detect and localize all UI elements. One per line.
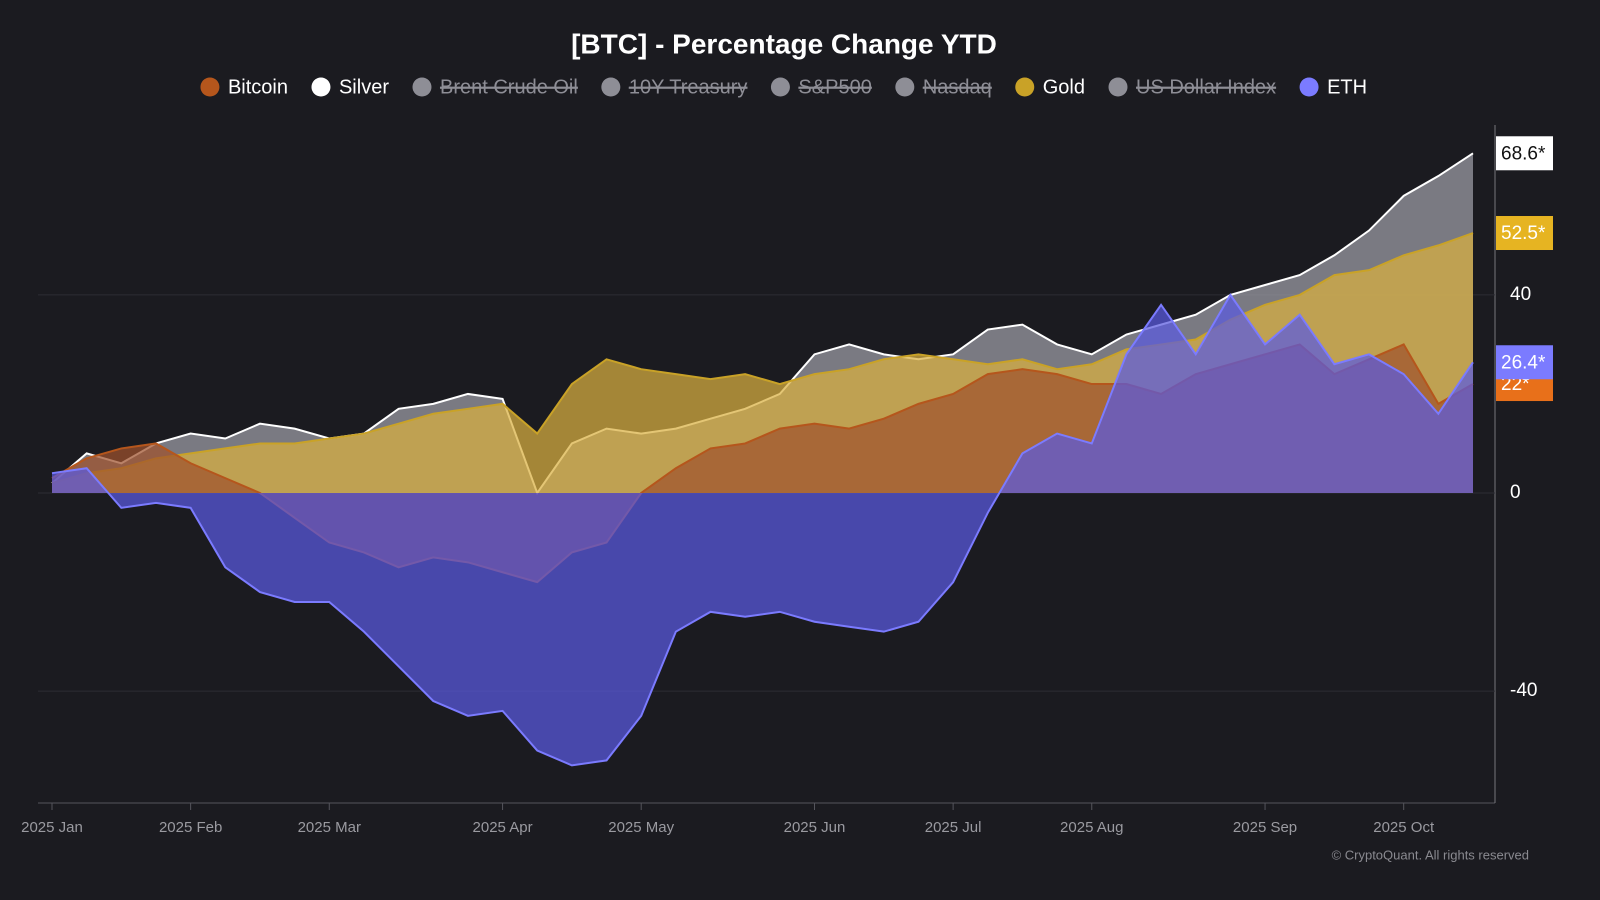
x-tick-label: 2025 Oct <box>1373 819 1435 836</box>
end-label-box <box>1496 136 1553 171</box>
legend-item[interactable]: S&P500 <box>770 76 872 98</box>
x-tick-label: 2025 Jan <box>21 819 83 836</box>
x-tick-label: 2025 Feb <box>159 819 222 836</box>
chart-title: [BTC] - Percentage Change YTD <box>571 28 997 59</box>
x-tick-label: 2025 Mar <box>298 819 361 836</box>
legend-item[interactable]: ETH <box>1299 76 1368 98</box>
y-tick-label: -40 <box>1510 680 1537 701</box>
y-tick-label: 0 <box>1510 482 1521 503</box>
legend-marker <box>311 77 331 97</box>
end-label: 52.5* <box>1501 223 1546 244</box>
legend-marker <box>770 77 790 97</box>
x-tick-label: 2025 Jul <box>925 819 982 836</box>
line <box>51 293 1474 767</box>
x-tick-label: 2025 May <box>608 819 674 836</box>
legend-marker <box>1299 77 1319 97</box>
legend-label: Silver <box>339 76 389 98</box>
end-label-box <box>1496 216 1553 251</box>
legend-marker <box>895 77 915 97</box>
x-tick-label: 2025 Jun <box>784 819 846 836</box>
legend-marker <box>412 77 432 97</box>
legend-item[interactable]: Gold <box>1015 76 1085 98</box>
legend-item[interactable]: Nasdaq <box>895 76 992 98</box>
y-tick-label: 40 <box>1510 284 1531 305</box>
legend-marker <box>1108 77 1128 97</box>
end-label: 22* <box>1501 374 1530 395</box>
x-tick-label: 2025 Sep <box>1233 819 1297 836</box>
legend-item[interactable]: US Dollar Index <box>1108 76 1277 98</box>
end-label: 68.6* <box>1501 143 1546 164</box>
legend-item[interactable]: Bitcoin <box>200 76 288 98</box>
end-label: 26.4* <box>1501 352 1546 373</box>
x-tick-label: 2025 Aug <box>1060 819 1123 836</box>
legend-item[interactable]: 10Y Treasury <box>601 76 748 98</box>
legend-item[interactable]: Brent Crude Oil <box>412 76 578 98</box>
legend-label: ETH <box>1327 76 1367 98</box>
legend-marker <box>601 77 621 97</box>
legend-item[interactable]: Silver <box>311 76 389 98</box>
legend-label: Gold <box>1043 76 1085 98</box>
legend-label: Bitcoin <box>228 76 288 98</box>
area <box>52 294 1473 766</box>
legend: Bitcoin Silver Brent Crude Oil 10Y Treasury… <box>200 76 1367 98</box>
end-label-box <box>1496 345 1553 380</box>
credit: © CryptoQuant. All rights reserved <box>1332 847 1529 862</box>
legend-marker <box>200 77 220 97</box>
legend-marker <box>1015 77 1035 97</box>
x-tick-label: 2025 Apr <box>473 819 533 836</box>
